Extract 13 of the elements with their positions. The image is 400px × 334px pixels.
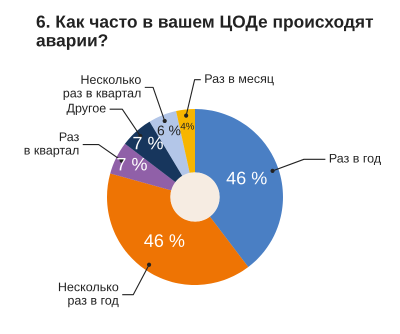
slice-label: Другое bbox=[66, 104, 106, 115]
data-label: 46 % bbox=[144, 234, 184, 248]
slice-label: Раз в квартал bbox=[24, 132, 79, 158]
data-label: 4% bbox=[180, 122, 194, 130]
slice-label: Несколько раз в год bbox=[58, 282, 119, 308]
data-label: 6 % bbox=[158, 125, 180, 136]
data-label: 7 % bbox=[117, 158, 147, 170]
data-label: 46 % bbox=[226, 172, 267, 184]
slice-label: Раз в месяц bbox=[205, 74, 274, 86]
slice-label: Раз в год bbox=[330, 154, 381, 166]
data-label: 7 % bbox=[133, 136, 163, 150]
slice-label: Несколько раз в квартал bbox=[64, 75, 141, 100]
chart-title: 6. Как часто в вашем ЦОДе происходят аварии? bbox=[36, 15, 374, 50]
